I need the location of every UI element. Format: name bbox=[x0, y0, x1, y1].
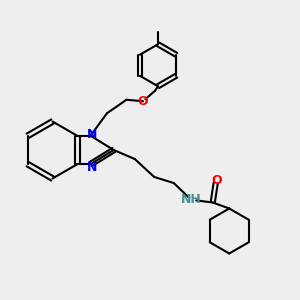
Text: N: N bbox=[87, 161, 97, 174]
Text: O: O bbox=[211, 173, 222, 187]
Text: NH: NH bbox=[182, 193, 202, 206]
Text: N: N bbox=[87, 128, 97, 141]
Text: O: O bbox=[138, 95, 148, 108]
